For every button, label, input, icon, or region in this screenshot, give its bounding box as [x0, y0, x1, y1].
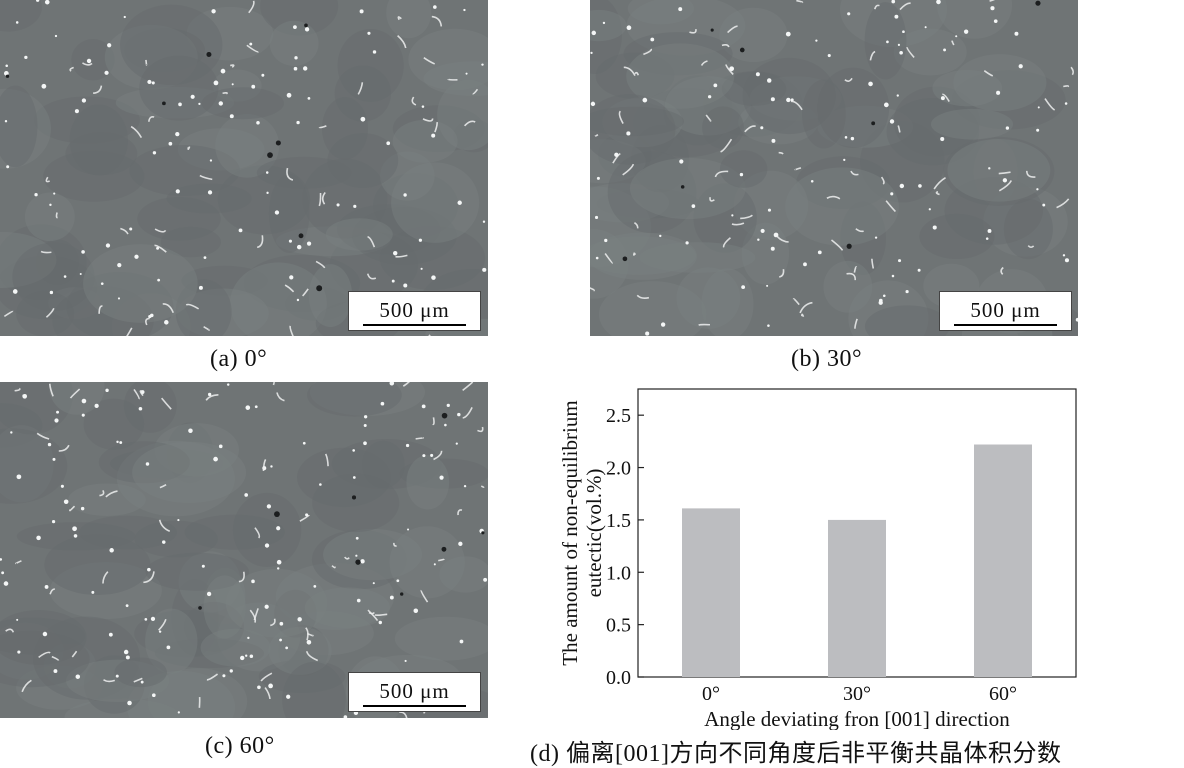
caption-c: (c) 60°	[205, 733, 275, 759]
bar	[974, 444, 1032, 677]
y-tick-label: 0.5	[606, 615, 631, 637]
micrograph-c: 500 μm	[0, 382, 488, 718]
y-axis-label-line: The amount of non-equilibrium	[558, 400, 582, 665]
scale-bar-line	[954, 323, 1057, 326]
x-tick-label: 0°	[702, 683, 720, 705]
micrograph-c-texture	[0, 382, 488, 718]
scale-bar-label: 500 μm	[379, 678, 450, 703]
caption-a: (a) 0°	[210, 346, 268, 372]
micrograph-b-texture	[590, 0, 1078, 336]
scale-bar-b: 500 μm	[939, 291, 1072, 331]
scale-bar-label: 500 μm	[970, 297, 1041, 322]
y-tick-label: 1.5	[606, 510, 631, 532]
caption-d: (d) 偏离[001]方向不同角度后非平衡共晶体积分数	[530, 741, 1062, 767]
x-tick-label: 60°	[989, 683, 1017, 705]
micrograph-a: 500 μm	[0, 0, 488, 336]
y-axis-label: The amount of non-equilibrium eutectic(vo…	[558, 400, 606, 665]
scale-bar-label: 500 μm	[379, 297, 450, 322]
bar	[828, 519, 886, 677]
x-axis-label: Angle deviating fron [001] direction	[704, 707, 1010, 730]
y-tick-label: 2.0	[606, 458, 631, 480]
scale-bar-c: 500 μm	[348, 672, 481, 712]
y-tick-label: 2.5	[606, 405, 631, 427]
caption-b: (b) 30°	[791, 346, 863, 372]
scale-bar-a: 500 μm	[348, 291, 481, 331]
micrograph-b: 500 μm	[590, 0, 1078, 336]
micrograph-a-texture	[0, 0, 488, 336]
bar-chart: 0.0 0.5 1.0 1.5 2.0 2.5 0° 30° 60°Angle deviatin…	[558, 388, 1077, 730]
bar	[682, 508, 740, 677]
x-tick-label: 30°	[843, 683, 871, 705]
scale-bar-line	[363, 704, 466, 707]
y-tick-label: 0.0	[606, 667, 631, 689]
scale-bar-line	[363, 323, 466, 326]
y-axis-label-line: eutectic(vol.%)	[582, 469, 606, 598]
y-tick-label: 1.0	[606, 562, 631, 584]
